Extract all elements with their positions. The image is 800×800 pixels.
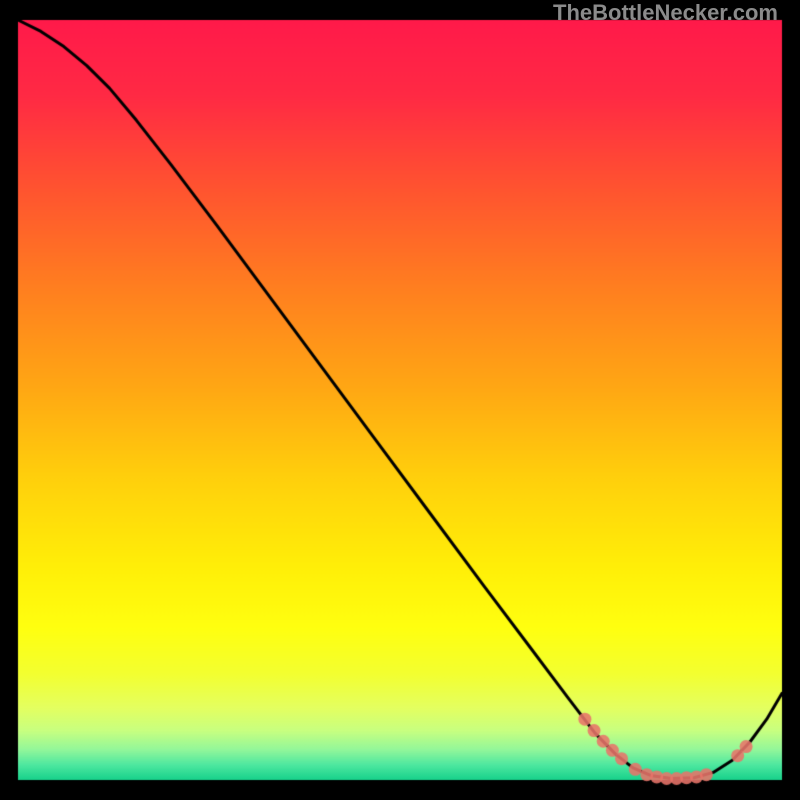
bottleneck-curve-chart	[0, 0, 800, 800]
chart-stage: TheBottleNecker.com	[0, 0, 800, 800]
watermark-text: TheBottleNecker.com	[553, 0, 778, 26]
